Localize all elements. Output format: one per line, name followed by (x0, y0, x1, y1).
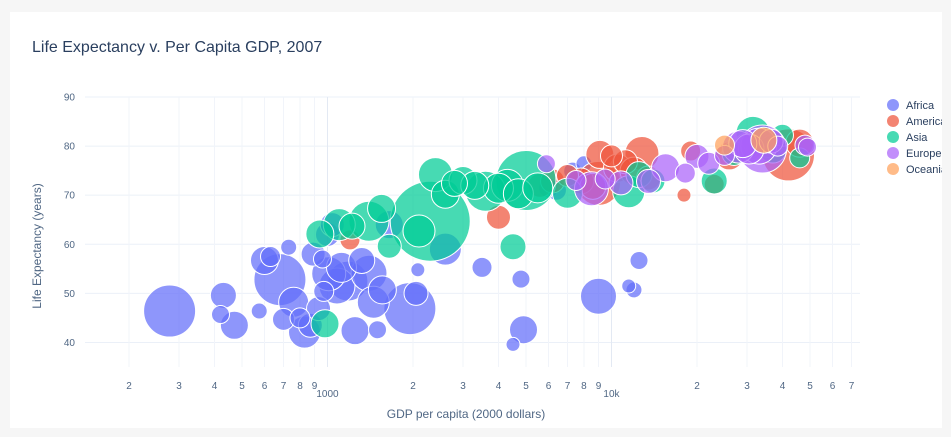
data-point[interactable] (579, 277, 617, 315)
data-point[interactable] (750, 126, 778, 154)
data-point[interactable] (594, 168, 616, 190)
x-tick-label: 6 (546, 381, 552, 392)
scatter-points (143, 115, 817, 352)
data-point[interactable] (565, 169, 587, 191)
data-point[interactable] (440, 169, 468, 197)
data-point[interactable] (410, 262, 426, 278)
data-point[interactable] (505, 336, 521, 352)
data-point[interactable] (471, 256, 493, 278)
data-point[interactable] (260, 246, 282, 268)
y-tick-labels: 40 50 60 70 80 90 (64, 93, 76, 349)
x-tick-label: 9 (596, 381, 602, 392)
data-point[interactable] (289, 307, 311, 329)
data-point[interactable] (522, 172, 554, 204)
data-point[interactable] (313, 280, 335, 302)
data-point[interactable] (599, 144, 623, 168)
chart-title: Life Expectancy v. Per Capita GDP, 2007 (32, 39, 322, 56)
x-tick-label: 6 (830, 381, 836, 392)
legend-marker (887, 147, 899, 159)
data-point[interactable] (338, 212, 366, 240)
chart-svg: Life Expectancy v. Per Capita GDP, 2007 … (30, 39, 942, 421)
x-tick-label: 5 (239, 381, 245, 392)
data-point[interactable] (210, 304, 230, 324)
data-point[interactable] (714, 134, 736, 156)
data-point[interactable] (403, 280, 429, 306)
data-point[interactable] (143, 284, 197, 338)
data-point[interactable] (509, 315, 539, 345)
data-point[interactable] (312, 249, 332, 269)
x-tick-label: 7 (849, 381, 855, 392)
legend[interactable]: Africa Americas Asia Europe Oceania (887, 99, 942, 176)
legend-item-americas[interactable]: Americas (887, 115, 942, 128)
data-point[interactable] (621, 278, 637, 294)
y-tick-label: 60 (64, 240, 76, 251)
x-tick-label: 8 (581, 381, 587, 392)
y-axis-label: Life Expectancy (years) (30, 183, 44, 308)
legend-marker (887, 99, 899, 111)
data-point[interactable] (676, 187, 692, 203)
x-tick-label: 2 (694, 381, 700, 392)
x-tick-label: 8 (297, 381, 303, 392)
x-tick-label: 3 (460, 381, 466, 392)
legend-label: Africa (906, 100, 935, 112)
data-point[interactable] (797, 137, 817, 157)
data-point[interactable] (340, 316, 370, 346)
x-tick-label: 4 (780, 381, 786, 392)
legend-item-asia[interactable]: Asia (887, 131, 928, 144)
chart-card: Life Expectancy v. Per Capita GDP, 2007 … (10, 12, 942, 428)
legend-item-europe[interactable]: Europe (887, 147, 941, 160)
x-tick-label: 3 (744, 381, 750, 392)
x-tick-label: 7 (565, 381, 571, 392)
data-point[interactable] (250, 302, 268, 320)
data-point[interactable] (402, 214, 436, 248)
data-point[interactable] (280, 238, 298, 256)
legend-label: Asia (906, 132, 928, 144)
x-tick-label: 2 (410, 381, 416, 392)
x-tick-label: 2 (126, 381, 132, 392)
data-point[interactable] (499, 233, 527, 261)
data-point[interactable] (310, 309, 340, 339)
x-axis-label: GDP per capita (2000 dollars) (387, 407, 546, 421)
legend-marker (887, 163, 899, 175)
y-tick-label: 80 (64, 142, 76, 153)
data-point[interactable] (536, 154, 556, 174)
legend-label: Europe (906, 148, 941, 160)
y-tick-label: 90 (64, 93, 76, 104)
x-tick-label: 5 (807, 381, 813, 392)
x-tick-label: 6 (262, 381, 268, 392)
data-point[interactable] (636, 168, 662, 194)
data-point[interactable] (629, 250, 649, 270)
x-tick-label: 5 (523, 381, 529, 392)
legend-label: Oceania (906, 164, 942, 176)
data-point[interactable] (367, 193, 397, 223)
x-tick-label: 9 (312, 381, 318, 392)
series-asia (305, 115, 811, 339)
x-tick-label: 4 (212, 381, 218, 392)
x-tick-label: 1000 (316, 389, 339, 400)
data-point[interactable] (368, 320, 388, 340)
data-point[interactable] (348, 246, 376, 274)
y-tick-label: 70 (64, 191, 76, 202)
series-oceania (714, 126, 778, 156)
data-point[interactable] (376, 233, 402, 259)
x-tick-label: 4 (496, 381, 502, 392)
data-point[interactable] (674, 162, 696, 184)
y-tick-label: 50 (64, 289, 76, 300)
data-point[interactable] (305, 219, 335, 249)
data-point[interactable] (209, 281, 237, 309)
legend-label: Americas (906, 116, 942, 128)
x-tick-label: 3 (176, 381, 182, 392)
data-point[interactable] (511, 269, 531, 289)
data-point[interactable] (367, 275, 397, 305)
legend-item-oceania[interactable]: Oceania (887, 163, 942, 176)
x-tick-label: 10k (603, 389, 620, 400)
x-tick-label: 7 (281, 381, 287, 392)
legend-marker (887, 131, 899, 143)
y-tick-label: 40 (64, 338, 76, 349)
legend-item-africa[interactable]: Africa (887, 99, 935, 112)
legend-marker (887, 115, 899, 127)
